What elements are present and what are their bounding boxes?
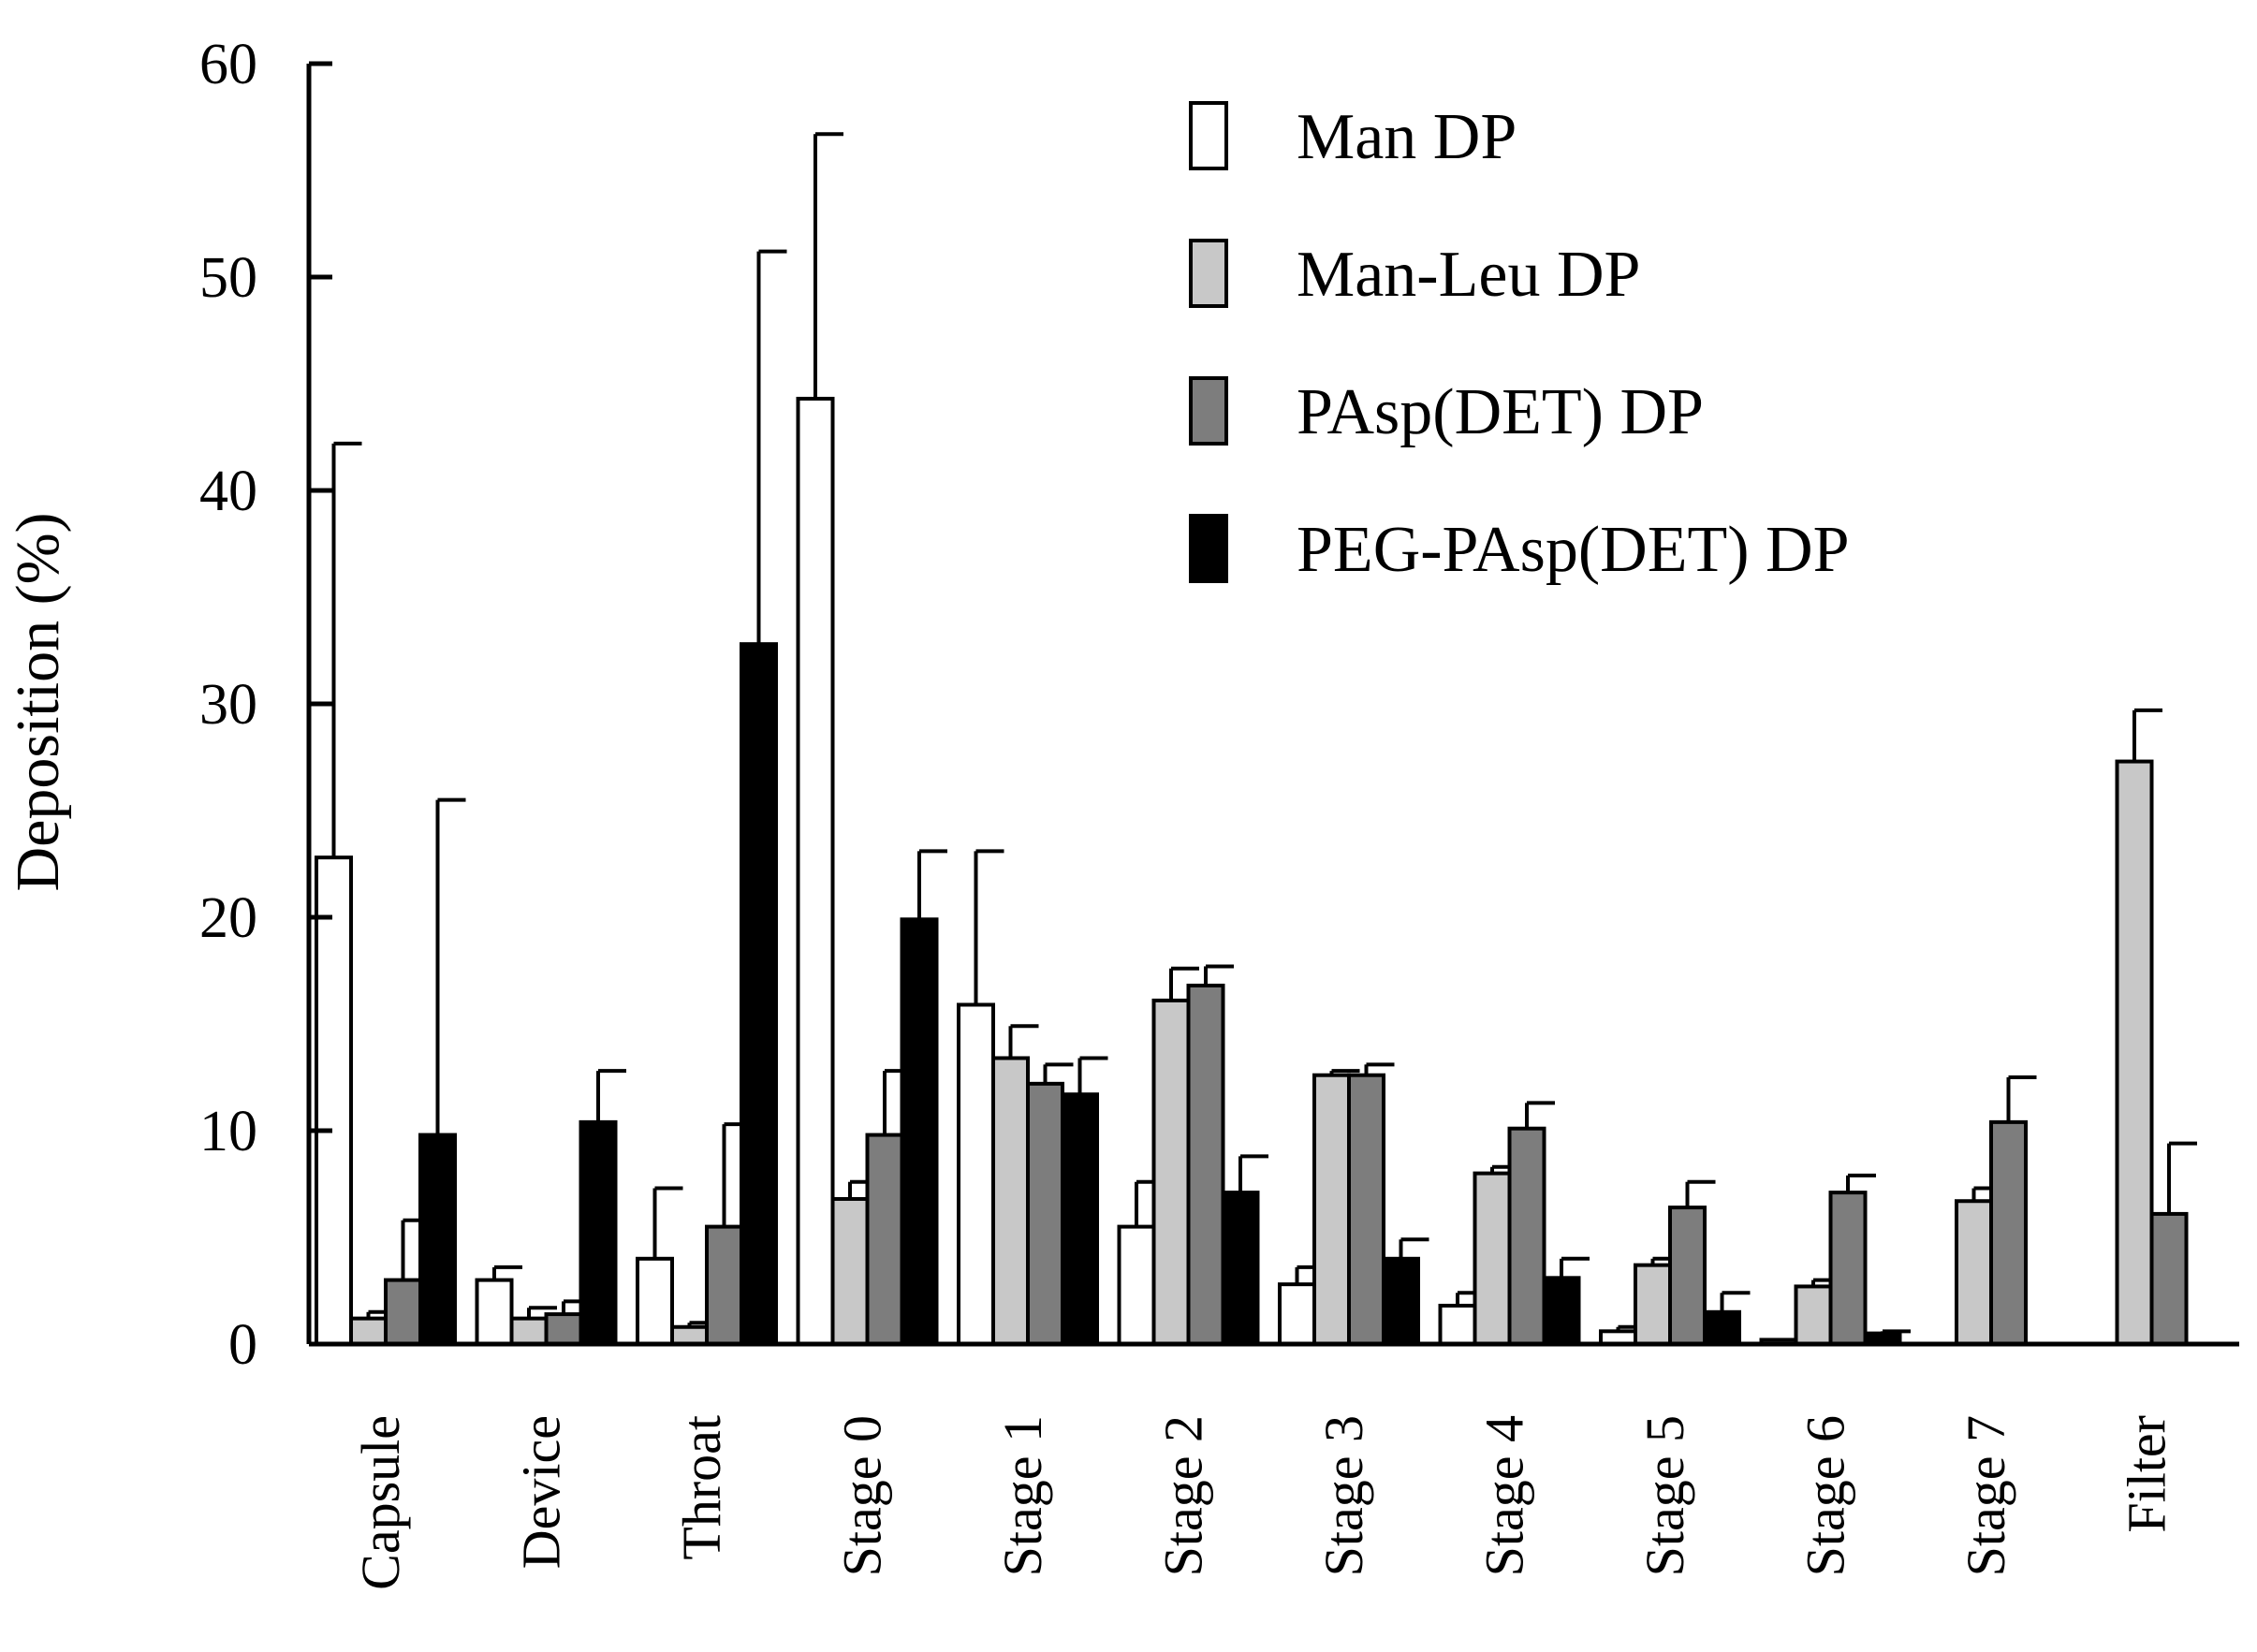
legend-label-man-dp: Man DP	[1297, 101, 1517, 173]
bar-pasp-det-dp-throat	[705, 1224, 743, 1346]
bar-pasp-det-dp-stage-4	[1507, 1126, 1546, 1346]
category-label-stage-6: Stage 6	[1795, 1415, 1856, 1576]
y-tick-label-0: 0	[228, 1313, 257, 1377]
bar-man-leu-dp-stage-2	[1151, 998, 1191, 1347]
bar-man-leu-dp-stage-4	[1473, 1171, 1512, 1346]
bar-peg-pasp-det-dp-stage-3	[1382, 1256, 1420, 1347]
legend-label-pasp-det-dp: PAsp(DET) DP	[1297, 376, 1704, 448]
y-tick-label-30: 30	[199, 673, 257, 737]
bar-man-dp-stage-3	[1278, 1282, 1316, 1347]
bar-peg-pasp-det-dp-stage-5	[1703, 1309, 1741, 1347]
category-label-stage-1: Stage 1	[992, 1415, 1053, 1576]
bar-man-dp-throat	[636, 1256, 674, 1347]
bar-man-leu-dp-stage-3	[1312, 1073, 1351, 1346]
category-label-stage-5: Stage 5	[1634, 1415, 1695, 1576]
legend-swatch-man-dp	[1189, 101, 1228, 170]
legend-swatch-man-leu-dp	[1189, 239, 1228, 308]
bar-man-leu-dp-capsule	[349, 1316, 388, 1347]
y-tick-label-60: 60	[199, 33, 257, 96]
bar-man-dp-stage-1	[957, 1002, 995, 1346]
y-axis-title: Deposition (%)	[4, 512, 72, 891]
bar-man-leu-dp-filter	[2115, 759, 2154, 1346]
bar-man-leu-dp-throat	[670, 1324, 709, 1347]
bar-peg-pasp-det-dp-stage-1	[1061, 1092, 1099, 1346]
bar-man-leu-dp-stage-7	[1955, 1199, 1993, 1346]
bar-man-leu-dp-stage-5	[1634, 1263, 1672, 1347]
category-label-stage-4: Stage 4	[1474, 1415, 1535, 1576]
legend: Man DP Man-Leu DP PAsp(DET) DP PEG-PAsp(DET…	[1189, 101, 1850, 586]
bars-layer	[315, 132, 2197, 1347]
bar-man-dp-device	[475, 1278, 514, 1346]
bar-man-leu-dp-stage-1	[991, 1056, 1030, 1346]
category-label-device: Device	[511, 1415, 572, 1569]
bar-peg-pasp-det-dp-capsule	[418, 1133, 457, 1347]
y-tick-label-20: 20	[199, 886, 257, 950]
bar-man-dp-capsule	[315, 855, 353, 1346]
category-label-stage-3: Stage 3	[1313, 1415, 1374, 1576]
bar-pasp-det-dp-device	[544, 1312, 583, 1346]
bar-man-leu-dp-stage-6	[1794, 1284, 1833, 1346]
category-label-stage-2: Stage 2	[1153, 1415, 1214, 1576]
bar-peg-pasp-det-dp-stage-4	[1542, 1276, 1581, 1346]
bar-peg-pasp-det-dp-device	[579, 1119, 618, 1346]
y-ticks: 0 10 20 30 40 50 60	[199, 33, 332, 1377]
bar-pasp-det-dp-stage-1	[1026, 1081, 1064, 1346]
category-label-throat: Throat	[671, 1415, 732, 1560]
bar-pasp-det-dp-stage-0	[865, 1133, 904, 1347]
category-label-capsule: Capsule	[350, 1415, 411, 1590]
bar-pasp-det-dp-capsule	[384, 1278, 422, 1346]
legend-label-man-leu-dp: Man-Leu DP	[1297, 239, 1640, 311]
bar-peg-pasp-det-dp-stage-0	[900, 917, 939, 1347]
bar-pasp-det-dp-filter	[2149, 1211, 2189, 1347]
bar-pasp-det-dp-stage-2	[1186, 983, 1225, 1346]
legend-swatch-peg-pasp-det-dp	[1189, 514, 1228, 583]
bar-man-leu-dp-device	[509, 1316, 549, 1347]
bar-pasp-det-dp-stage-7	[1989, 1119, 2028, 1346]
bar-peg-pasp-det-dp-throat	[740, 642, 778, 1346]
bar-pasp-det-dp-stage-6	[1828, 1191, 1868, 1346]
bar-man-dp-stage-0	[796, 396, 835, 1346]
category-label-stage-7: Stage 7	[1956, 1415, 2016, 1576]
legend-label-peg-pasp-det-dp: PEG-PAsp(DET) DP	[1297, 514, 1850, 586]
category-label-filter: Filter	[2117, 1415, 2177, 1533]
y-tick-label-40: 40	[199, 460, 257, 523]
bar-man-dp-stage-2	[1117, 1224, 1156, 1346]
y-tick-label-50: 50	[199, 246, 257, 310]
bar-pasp-det-dp-stage-3	[1347, 1073, 1385, 1346]
y-tick-label-10: 10	[199, 1100, 257, 1163]
category-label-stage-0: Stage 0	[832, 1415, 893, 1576]
legend-swatch-pasp-det-dp	[1189, 376, 1228, 446]
bar-peg-pasp-det-dp-stage-2	[1221, 1191, 1260, 1346]
bar-pasp-det-dp-stage-5	[1668, 1206, 1707, 1346]
bar-man-dp-stage-4	[1438, 1303, 1477, 1346]
category-labels: Capsule Device Throat Stage 0 Stage 1 Stage 2…	[350, 1415, 2177, 1590]
bar-man-leu-dp-stage-0	[830, 1196, 870, 1346]
